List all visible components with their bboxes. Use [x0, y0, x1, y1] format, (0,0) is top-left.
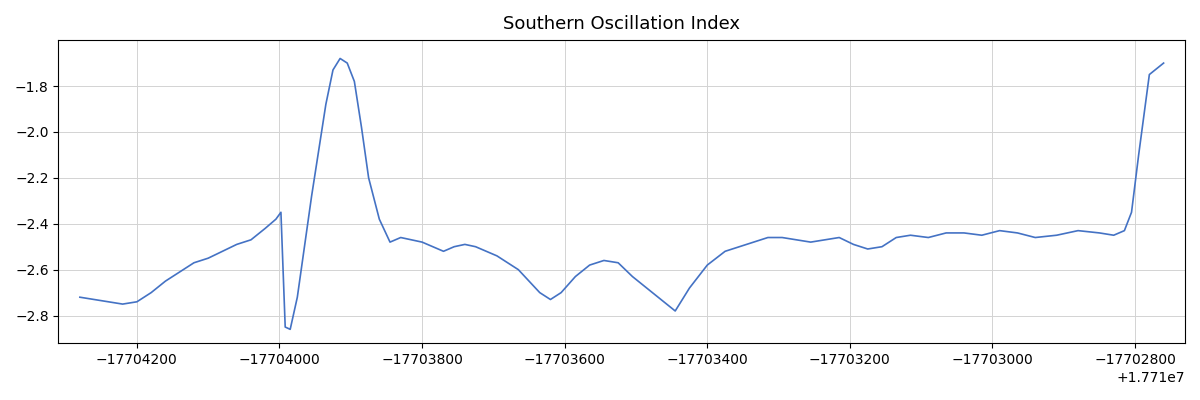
Title: Southern Oscillation Index: Southern Oscillation Index	[503, 15, 740, 33]
